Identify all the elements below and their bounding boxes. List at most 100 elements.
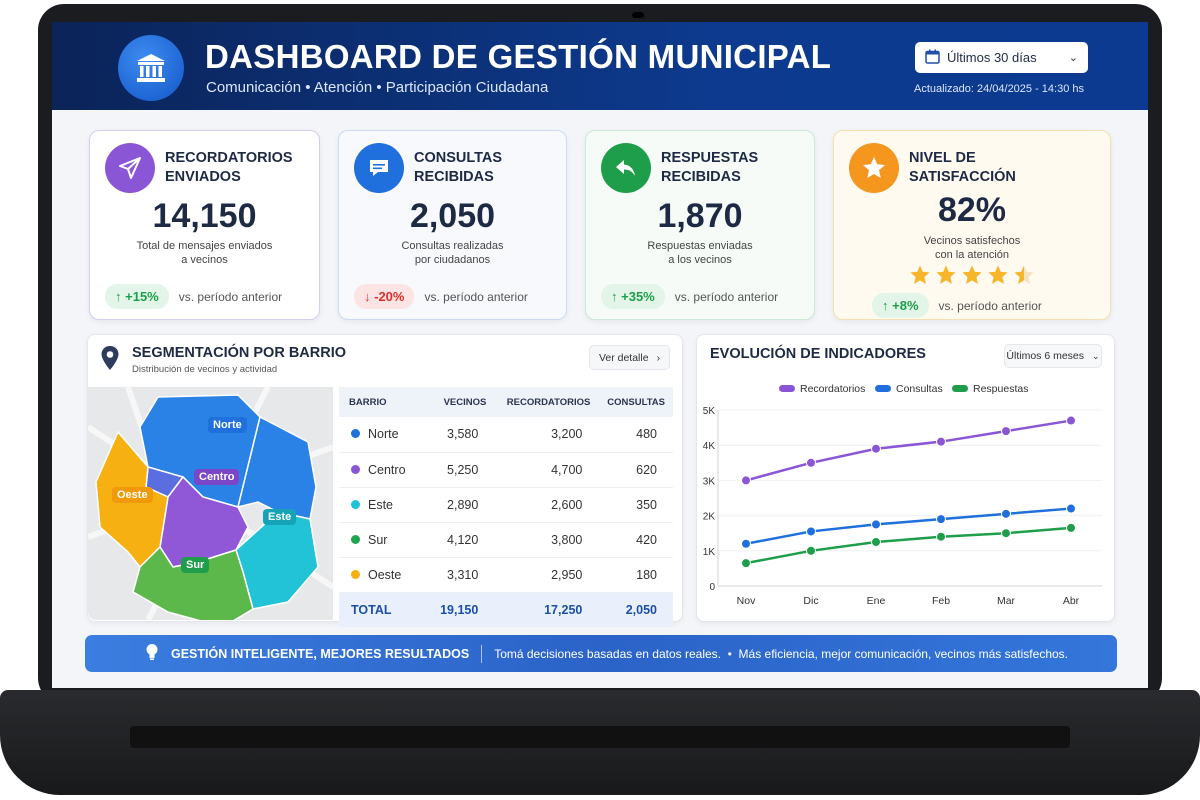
column-header: BARRIO (339, 387, 433, 417)
column-header: CONSULTAS (598, 387, 673, 417)
barrio-cell: Centro (339, 452, 433, 488)
barrio-cell: Este (339, 487, 433, 523)
data-point (741, 558, 751, 569)
change-badge: ↑ +15% (105, 284, 169, 309)
page-title: DASHBOARD DE GESTIÓN MUNICIPAL (205, 38, 832, 75)
reply-arrow-icon (601, 143, 651, 193)
chart-range-select[interactable]: Últimos 6 meses ⌄ (1004, 344, 1102, 368)
rating-stars (834, 264, 1110, 286)
page-subtitle: Comunicación • Atención • Participación … (206, 79, 549, 96)
data-point (871, 443, 881, 454)
segmentation-panel: SEGMENTACIÓN POR BARRIO Distribución de … (87, 334, 683, 627)
consultas-cell: 420 (598, 522, 673, 558)
data-point (741, 475, 751, 486)
rating-star-icon (910, 265, 930, 284)
neighborhood-map: Norte Centro Este Sur Oeste (88, 387, 333, 620)
color-dot (351, 534, 360, 544)
chart-title: EVOLUCIÓN DE INDICADORES (710, 346, 926, 362)
x-tick-label: Ene (867, 595, 886, 607)
recordatorios-cell: 4,700 (494, 452, 599, 488)
data-point (1001, 426, 1011, 437)
legend-swatch (779, 385, 795, 392)
dashboard-screen: DASHBOARD DE GESTIÓN MUNICIPAL Comunicac… (52, 22, 1148, 688)
legend-swatch (952, 385, 968, 392)
color-dot (351, 499, 360, 509)
kpi-change: ↑ +8% vs. período anterior (872, 293, 1042, 318)
vecinos-cell: 2,890 (432, 487, 495, 523)
table-row[interactable]: Norte 3,580 3,200 480 (339, 417, 673, 453)
date-range-select[interactable]: Últimos 30 días ⌄ (915, 42, 1088, 73)
segmentation-subtitle: Distribución de vecinos y actividad (132, 364, 278, 375)
table-row[interactable]: Sur 4,120 3,800 420 (339, 522, 673, 558)
chart-range-value: Últimos 6 meses (1006, 350, 1085, 362)
kpi-value: 14,150 (152, 197, 257, 235)
map-label-sur: Sur (181, 557, 210, 573)
data-point (1001, 508, 1011, 519)
rating-star-icon (988, 265, 1008, 284)
color-dot (351, 429, 360, 439)
footer-title: GESTIÓN INTELIGENTE, MEJORES RESULTADOS (171, 646, 470, 661)
color-dot (351, 464, 360, 474)
kpi-value: 1,870 (657, 197, 743, 235)
kpi-description: Total de mensajes enviados a vecinos (136, 240, 273, 266)
kpi-card: RECORDATORIOS ENVIADOS 14,150 Total de me… (89, 130, 320, 320)
barrio-cell: Norte (339, 417, 433, 453)
compare-label: vs. período anterior (178, 289, 283, 304)
view-detail-label: Ver detalle (598, 351, 649, 364)
data-point (1001, 528, 1011, 539)
data-point (1066, 415, 1076, 426)
view-detail-button[interactable]: Ver detalle › (589, 345, 670, 370)
recordatorios-cell: 3,800 (494, 522, 599, 558)
data-point (871, 519, 881, 530)
total-consultas: 2,050 (598, 592, 673, 627)
color-dot (351, 569, 360, 579)
data-point (936, 436, 946, 447)
kpi-change: ↑ +15% vs. período anterior (105, 284, 282, 309)
municipal-building-icon (118, 35, 184, 101)
consultas-cell: 480 (598, 417, 673, 453)
map-label-este: Este (263, 509, 297, 525)
total-row: TOTAL 19,150 17,250 2,050 (339, 592, 673, 627)
compare-label: vs. período anterior (674, 289, 779, 304)
kpi-value: 82% (937, 191, 1007, 229)
table-row[interactable]: Oeste 3,310 2,950 180 (339, 557, 673, 593)
y-tick-label: 2K (703, 512, 716, 523)
kpi-card: RESPUESTAS RECIBIDAS 1,870 Respuestas env… (585, 130, 815, 320)
y-tick-label: 1K (703, 547, 716, 558)
y-tick-label: 3K (703, 476, 716, 487)
y-tick-label: 0 (709, 582, 715, 593)
legend-label: Respuestas (973, 383, 1028, 395)
segmentation-title: SEGMENTACIÓN POR BARRIO (132, 345, 347, 361)
data-point (806, 526, 816, 537)
last-updated: Actualizado: 24/04/2025 - 14:30 hs (914, 83, 1085, 95)
kpi-card: NIVEL DE SATISFACCIÓN 82% Vecinos satisfe… (833, 130, 1111, 320)
chat-bubble-icon (354, 143, 404, 193)
compare-label: vs. período anterior (424, 289, 528, 304)
kpi-title: RECORDATORIOS ENVIADOS (165, 150, 293, 185)
total-vecinos: 19,150 (432, 592, 495, 627)
rating-star-icon (1014, 265, 1034, 284)
camera (632, 12, 644, 18)
divider (481, 644, 483, 663)
barrio-cell: Sur (339, 522, 433, 558)
line-chart: 0 1K 2K 3K 4K 5K Nov Dic Ene Feb Mar Abr Recordatori… (703, 383, 1102, 607)
kpi-title: CONSULTAS RECIBIDAS (414, 150, 503, 185)
recordatorios-cell: 2,950 (494, 557, 599, 593)
x-tick-label: Mar (997, 595, 1016, 607)
kpi-card: CONSULTAS RECIBIDAS 2,050 Consultas reali… (338, 130, 567, 320)
kpi-change: ↑ +35% vs. período anterior (601, 284, 778, 309)
change-badge: ↑ +35% (601, 284, 665, 309)
table-row[interactable]: Centro 5,250 4,700 620 (339, 452, 673, 488)
table-row[interactable]: Este 2,890 2,600 350 (339, 487, 673, 523)
x-tick-label: Nov (737, 595, 756, 607)
data-point (806, 545, 816, 556)
chevron-down-icon: ⌄ (1092, 350, 1100, 361)
laptop-base (0, 690, 1200, 795)
map-label-norte: Norte (208, 417, 247, 433)
header: DASHBOARD DE GESTIÓN MUNICIPAL Comunicac… (52, 22, 1148, 110)
data-point (741, 538, 751, 549)
rating-star-icon (962, 265, 982, 284)
x-tick-label: Abr (1063, 595, 1080, 607)
x-tick-label: Dic (803, 595, 818, 607)
map-pin-icon (100, 345, 120, 376)
